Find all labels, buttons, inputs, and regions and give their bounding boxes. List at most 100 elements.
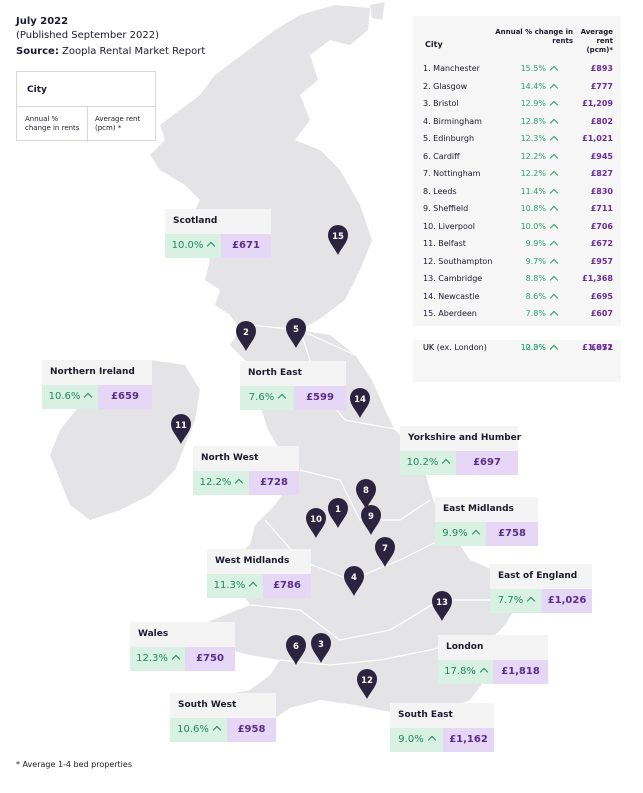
pin-label: 6 bbox=[293, 642, 299, 652]
city-name: 8. Leeds bbox=[423, 186, 457, 196]
region-rent: £728 bbox=[249, 471, 299, 495]
city-change: 12.3% bbox=[520, 343, 546, 352]
region-card-north-east: North East 7.6% £599 bbox=[240, 361, 346, 410]
northern-isles-shape bbox=[370, 2, 385, 20]
pin-label: 2 bbox=[243, 328, 249, 338]
up-arrow-icon bbox=[549, 100, 559, 110]
city-rent: £957 bbox=[590, 256, 613, 266]
up-arrow-icon bbox=[549, 275, 559, 285]
pin-label: 14 bbox=[354, 395, 366, 405]
up-arrow-icon bbox=[442, 458, 451, 468]
region-change-value: 10.6% bbox=[48, 391, 81, 402]
region-rent: £697 bbox=[456, 451, 518, 475]
city-table: City Annual % change in rents Average re… bbox=[413, 16, 621, 326]
up-arrow-icon bbox=[549, 118, 559, 127]
map-pin-6: 6 bbox=[286, 635, 306, 665]
up-arrow-icon bbox=[549, 83, 559, 92]
pin-marker-icon bbox=[286, 318, 306, 348]
city-name: 3. Bristol bbox=[423, 99, 459, 108]
map-pin-2: 2 bbox=[236, 321, 256, 351]
pin-marker-icon bbox=[357, 669, 377, 699]
up-arrow-icon bbox=[549, 205, 559, 215]
up-arrow-icon bbox=[549, 170, 559, 180]
region-change-value: 12.2% bbox=[199, 477, 232, 488]
table-row: 8. Leeds 11.4% £830 bbox=[413, 184, 621, 201]
report-title: July 2022 bbox=[16, 16, 69, 27]
region-card-wales: Wales 12.3% £750 bbox=[130, 622, 235, 671]
city-rent: £893 bbox=[590, 64, 613, 73]
up-arrow-icon bbox=[207, 241, 216, 251]
region-change-value: 7.7% bbox=[497, 595, 524, 606]
pin-label: 1 bbox=[335, 505, 341, 515]
map-pin-15: 15 bbox=[328, 225, 348, 255]
region-rent: £599 bbox=[294, 386, 346, 410]
city-name: 10. Liverpool bbox=[423, 221, 475, 231]
table-row: 12. Southampton 9.7% £957 bbox=[413, 254, 621, 271]
pin-label: 7 bbox=[382, 544, 388, 554]
table-row: 11. Belfast 9.9% £672 bbox=[413, 236, 621, 253]
region-card-northern-ireland: Northern Ireland 10.6% £659 bbox=[42, 360, 152, 409]
city-rent: £1,209 bbox=[582, 99, 613, 108]
city-rent: £802 bbox=[590, 116, 613, 126]
city-change: 10.0% bbox=[520, 343, 546, 352]
region-rent: £786 bbox=[263, 574, 311, 598]
up-arrow-icon bbox=[549, 293, 559, 302]
footnote: * Average 1-4 bed properties bbox=[16, 760, 132, 769]
city-name: 5. Edinburgh bbox=[423, 134, 475, 143]
city-rent: £827 bbox=[590, 169, 613, 178]
city-rent: £706 bbox=[590, 221, 613, 231]
region-change-value: 9.9% bbox=[442, 528, 468, 539]
region-card-west-midlands: West Midlands 11.3% £786 bbox=[207, 549, 311, 598]
region-rent: £1,026 bbox=[542, 589, 592, 613]
published-date: (Published September 2022) bbox=[16, 30, 160, 41]
pin-marker-icon bbox=[171, 414, 191, 444]
table-row: 7. Nottingham 12.2% £827 bbox=[413, 166, 621, 183]
city-change: 8.8% bbox=[525, 274, 546, 283]
region-rent: £758 bbox=[486, 522, 538, 546]
table-row: 3. Bristol 12.9% £1,209 bbox=[413, 96, 621, 113]
region-name: Northern Ireland bbox=[42, 360, 152, 385]
table-row: 10. Liverpool 10.0% £706 bbox=[413, 219, 621, 236]
map-pin-3: 3 bbox=[311, 633, 331, 663]
city-name: 9. Sheffield bbox=[423, 204, 469, 213]
table-row: 15. Aberdeen 7.8% £607 bbox=[413, 306, 621, 323]
city-name: 15. Aberdeen bbox=[423, 309, 477, 318]
table-row: 1. Manchester 15.5% £893 bbox=[413, 61, 621, 78]
up-arrow-icon bbox=[549, 258, 559, 267]
pin-marker-icon bbox=[311, 633, 331, 663]
map-pin-10: 10 bbox=[306, 508, 326, 538]
pin-marker-icon bbox=[344, 566, 364, 596]
up-arrow-icon bbox=[249, 581, 258, 591]
table-header-change: Annual % change in rents bbox=[495, 28, 573, 45]
legend-city: City bbox=[27, 85, 47, 95]
up-arrow-icon bbox=[549, 223, 559, 232]
region-change-value: 7.6% bbox=[248, 392, 275, 403]
city-rent: £711 bbox=[590, 204, 613, 213]
up-arrow-icon bbox=[549, 65, 559, 75]
region-card-scotland: Scotland 10.0% £671 bbox=[165, 209, 271, 258]
region-change: 10.0% bbox=[165, 234, 221, 258]
pin-label: 9 bbox=[368, 512, 374, 522]
region-rent: £671 bbox=[221, 234, 271, 258]
up-arrow-icon bbox=[171, 654, 181, 664]
legend-rent: Average rent (pcm) * bbox=[95, 115, 141, 132]
city-name: 13. Cambridge bbox=[423, 274, 483, 283]
map-pin-4: 4 bbox=[344, 566, 364, 596]
map-pin-11: 11 bbox=[171, 414, 191, 444]
region-name: East of England bbox=[490, 564, 592, 589]
pin-marker-icon bbox=[236, 321, 256, 351]
pin-label: 11 bbox=[175, 421, 187, 431]
city-change: 12.2% bbox=[520, 151, 546, 161]
pin-label: 10 bbox=[310, 515, 322, 525]
pin-marker-icon bbox=[350, 388, 370, 418]
region-name: Yorkshire and Humber bbox=[400, 426, 521, 451]
region-rent: £1,162 bbox=[443, 728, 494, 752]
region-rent: £659 bbox=[98, 385, 152, 409]
table-row: 4. Birmingham 12.8% £802 bbox=[413, 114, 621, 131]
region-change: 9.9% bbox=[435, 522, 486, 546]
city-rent: £777 bbox=[590, 81, 613, 91]
pin-marker-icon bbox=[306, 508, 326, 538]
pin-label: 4 bbox=[351, 573, 357, 583]
region-card-south-east: South East 9.0% £1,162 bbox=[390, 703, 494, 752]
